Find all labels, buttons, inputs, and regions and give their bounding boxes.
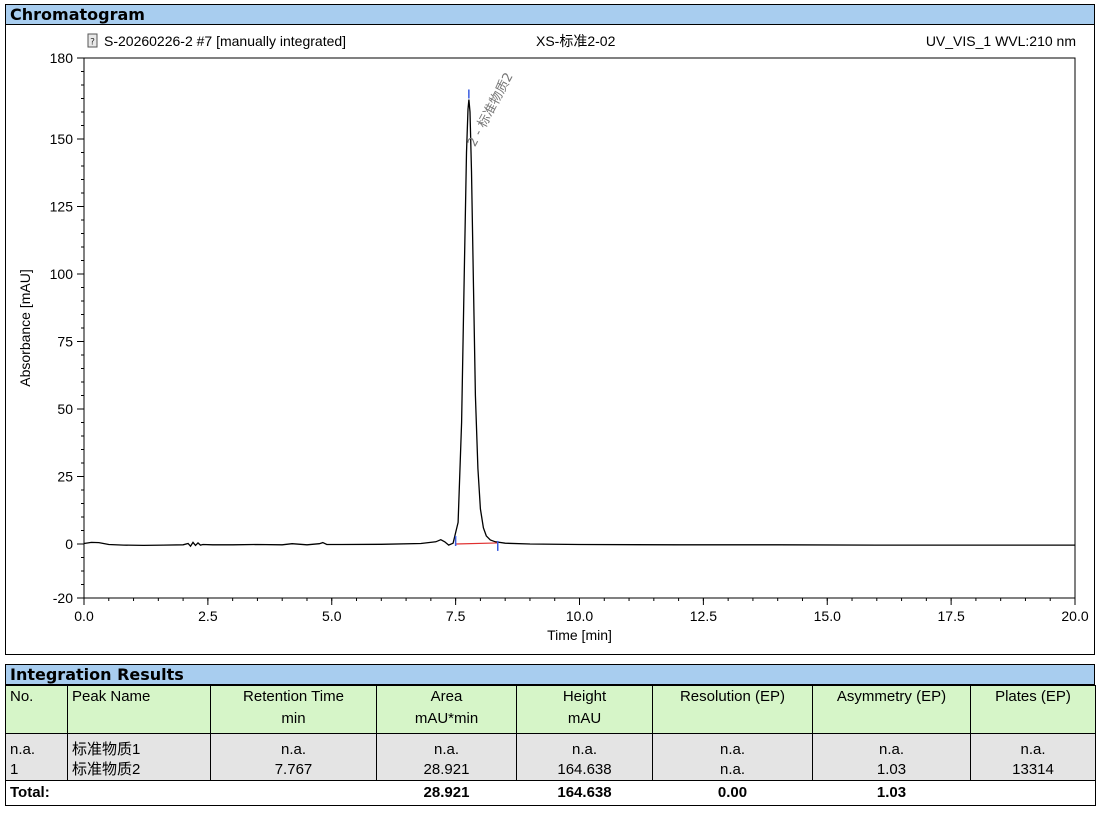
- x-tick-label: 7.5: [446, 608, 466, 624]
- x-tick-label: 5.0: [322, 608, 342, 624]
- peak-label: 2 - 标准物质2: [465, 70, 517, 149]
- total-empty: [67, 780, 211, 806]
- chromatogram-panel: ? S-20260226-2 #7 [manually integrated] …: [5, 25, 1095, 655]
- header-resolution: Resolution (EP): [652, 685, 813, 734]
- cell-retention-time: n.a.: [210, 733, 377, 760]
- cell-area: n.a.: [376, 733, 517, 760]
- header-height: Height mAU: [516, 685, 653, 734]
- total-asymmetry: 1.03: [812, 780, 971, 806]
- cell-asymmetry: n.a.: [812, 733, 971, 760]
- header-asymmetry: Asymmetry (EP): [812, 685, 971, 734]
- chromatogram-chart: ? S-20260226-2 #7 [manually integrated] …: [17, 33, 1089, 643]
- chromatogram-section-title: Chromatogram: [5, 4, 1095, 25]
- cell-area: 28.921: [376, 760, 517, 781]
- x-tick-label: 10.0: [566, 608, 593, 624]
- x-tick-label: 12.5: [690, 608, 717, 624]
- cell-no: n.a.: [5, 733, 68, 760]
- table-row: 1 标准物质2 7.767 28.921 164.638 n.a. 1.03 1…: [5, 760, 1096, 781]
- header-plates: Plates (EP): [970, 685, 1096, 734]
- total-height: 164.638: [516, 780, 653, 806]
- total-resolution: 0.00: [652, 780, 813, 806]
- cell-retention-time: 7.767: [210, 760, 377, 781]
- y-axis-label: Absorbance [mAU]: [17, 269, 33, 387]
- chart-header-channel: UV_VIS_1 WVL:210 nm: [926, 33, 1076, 49]
- plot-area: [83, 57, 1076, 599]
- chart-header-injection: XS-标准2-02: [536, 33, 616, 49]
- cell-resolution: n.a.: [652, 760, 813, 781]
- y-tick-label: 25: [57, 469, 73, 485]
- svg-text:?: ?: [90, 38, 95, 48]
- cell-height: 164.638: [516, 760, 653, 781]
- cell-plates: 13314: [970, 760, 1096, 781]
- x-tick-label: 0.0: [74, 608, 94, 624]
- cell-asymmetry: 1.03: [812, 760, 971, 781]
- x-tick-label: 2.5: [198, 608, 218, 624]
- cell-peak-name: 标准物质2: [67, 760, 211, 781]
- header-peak-name: Peak Name: [67, 685, 211, 734]
- cell-plates: n.a.: [970, 733, 1096, 760]
- cell-peak-name: 标准物质1: [67, 733, 211, 760]
- y-tick-label: 125: [50, 199, 74, 215]
- y-tick-label: 75: [57, 334, 73, 350]
- y-tick-label: 180: [50, 50, 74, 66]
- total-empty: [970, 780, 1096, 806]
- header-retention-time: Retention Time min: [210, 685, 377, 734]
- total-empty: [210, 780, 377, 806]
- table-row: n.a. 标准物质1 n.a. n.a. n.a. n.a. n.a. n.a.: [5, 733, 1096, 760]
- y-tick-label: 0: [65, 536, 73, 552]
- cell-no: 1: [5, 760, 68, 781]
- y-tick-label: 100: [50, 266, 74, 282]
- document-icon: ?: [87, 33, 98, 48]
- integration-results-table: No. Peak Name Retention Time min Area mAU*…: [5, 685, 1096, 806]
- y-tick-label: 50: [57, 401, 73, 417]
- cell-height: n.a.: [516, 733, 653, 760]
- header-area: Area mAU*min: [376, 685, 517, 734]
- integration-baseline: [455, 542, 498, 545]
- header-no: No.: [5, 685, 68, 734]
- x-tick-label: 15.0: [814, 608, 841, 624]
- table-total-row: Total: 28.921 164.638 0.00 1.03: [5, 780, 1096, 806]
- total-label: Total:: [5, 780, 68, 806]
- cell-resolution: n.a.: [652, 733, 813, 760]
- x-tick-label: 17.5: [938, 608, 965, 624]
- x-axis-label: Time [min]: [547, 627, 612, 643]
- table-header-row: No. Peak Name Retention Time min Area mAU*…: [5, 685, 1096, 734]
- total-area: 28.921: [376, 780, 517, 806]
- x-tick-label: 20.0: [1061, 608, 1088, 624]
- chart-header-sample: S-20260226-2 #7 [manually integrated]: [104, 33, 346, 49]
- chromatogram-trace: [83, 99, 1075, 548]
- y-tick-label: 150: [50, 131, 74, 147]
- y-tick-label: -20: [53, 590, 73, 606]
- integration-section-title: Integration Results: [5, 664, 1095, 685]
